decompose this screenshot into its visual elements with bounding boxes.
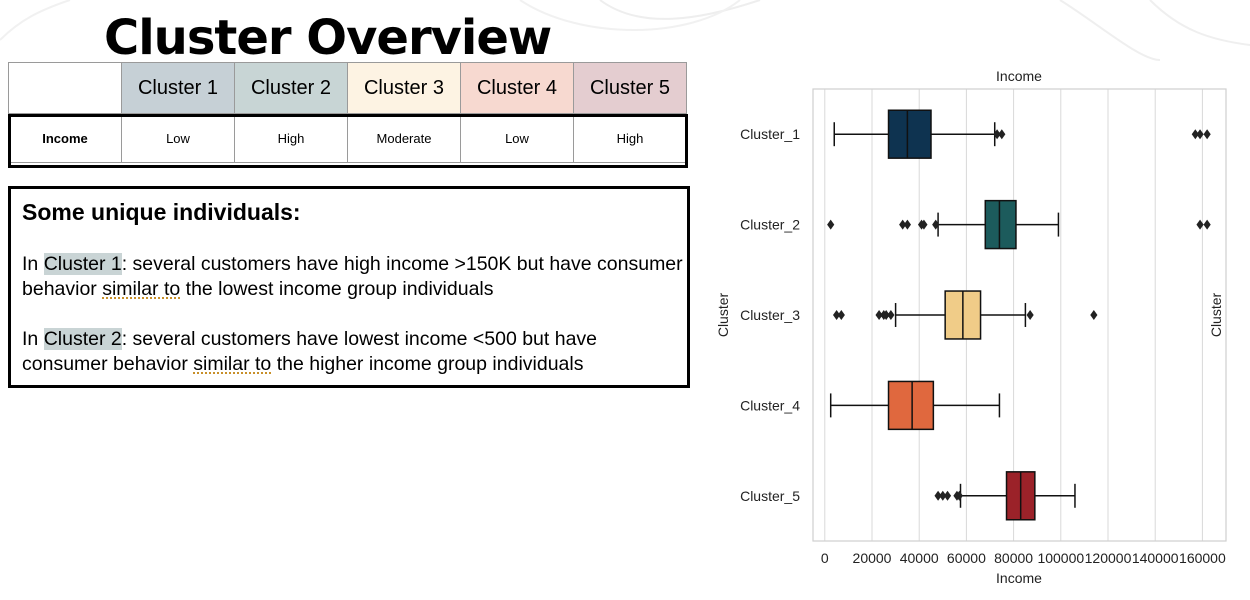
- note-2-suffix: the higher income group individuals: [271, 353, 584, 375]
- x-tick-label: 140000: [1132, 550, 1179, 566]
- box-cluster-5: [934, 471, 1076, 521]
- y-tick-label: Cluster_1: [740, 126, 800, 142]
- outlier-point: [1203, 219, 1211, 230]
- outlier-point: [993, 129, 1001, 140]
- note-2-prefix: In: [22, 328, 44, 350]
- y-tick-label: Cluster_2: [740, 217, 800, 233]
- row-label-income: Income: [8, 113, 122, 163]
- note-1-text: : several customers have high income >15…: [22, 253, 683, 300]
- note-1-cluster-highlight: Cluster 1: [43, 253, 122, 275]
- y-tick-label: Cluster_3: [740, 307, 800, 323]
- note-cluster-1: In Cluster 1: several customers have hig…: [22, 252, 687, 302]
- iqr-box: [887, 109, 932, 159]
- outlier-point: [887, 310, 895, 320]
- x-tick-label: 40000: [900, 550, 939, 566]
- cluster-summary-table: Cluster 1 Cluster 2 Cluster 3 Cluster 4 …: [8, 62, 687, 163]
- x-tick-label: 80000: [994, 550, 1033, 566]
- y-tick-label: Cluster_5: [740, 488, 800, 504]
- income-boxplot-chart: Income Income Cluster Cluster 0 20000 4000…: [715, 68, 1227, 586]
- box-cluster-4: [829, 380, 1001, 431]
- income-value-cluster-3: Moderate: [347, 113, 461, 163]
- iqr-box: [887, 380, 935, 431]
- iqr-box: [984, 199, 1017, 250]
- box-cluster-2: [827, 199, 1211, 250]
- x-tick-label: 60000: [947, 550, 986, 566]
- outlier-point: [899, 219, 907, 230]
- income-value-cluster-1: Low: [121, 113, 235, 163]
- box-cluster-1: [833, 109, 1211, 159]
- y-axis-label: Cluster: [715, 292, 731, 337]
- chart-title: Income: [996, 68, 1042, 84]
- outlier-point: [998, 129, 1006, 140]
- table-corner-cell: [8, 62, 122, 114]
- header-cluster-2: Cluster 2: [234, 62, 348, 114]
- table-header-row: Cluster 1 Cluster 2 Cluster 3 Cluster 4 …: [8, 62, 687, 114]
- outlier-point: [1203, 129, 1211, 140]
- outlier-point: [903, 219, 911, 230]
- header-cluster-4: Cluster 4: [460, 62, 574, 114]
- page-title: Cluster Overview: [104, 10, 552, 66]
- x-tick-label: 160000: [1179, 550, 1226, 566]
- income-value-cluster-5: High: [573, 113, 687, 163]
- note-1-suffix: the lowest income group individuals: [180, 278, 494, 300]
- note-2-text: : several customers have lowest income <…: [22, 328, 598, 375]
- outlier-point: [1196, 219, 1204, 230]
- note-2-cluster-highlight: Cluster 2: [43, 328, 122, 350]
- outlier-point: [827, 219, 835, 230]
- income-value-cluster-4: Low: [460, 113, 574, 163]
- header-cluster-5: Cluster 5: [573, 62, 687, 114]
- header-cluster-1: Cluster 1: [121, 62, 235, 114]
- outlier-point: [939, 490, 947, 501]
- x-tick-label: 100000: [1037, 550, 1084, 566]
- unique-individuals-notes: Some unique individuals: In Cluster 1: s…: [8, 186, 690, 388]
- header-cluster-3: Cluster 3: [347, 62, 461, 114]
- outlier-point: [1026, 310, 1034, 320]
- outlier-point: [1196, 129, 1204, 140]
- outlier-point: [955, 490, 963, 501]
- table-row-income: Income Low High Moderate Low High: [8, 113, 687, 163]
- note-2-emphasis: similar to: [193, 353, 272, 375]
- y-axis-label-right: Cluster: [1208, 292, 1224, 337]
- y-tick-label: Cluster_4: [740, 397, 800, 413]
- x-axis-label: Income: [996, 570, 1042, 586]
- outlier-point: [1090, 310, 1098, 320]
- box-cluster-3: [833, 290, 1098, 340]
- income-value-cluster-2: High: [234, 113, 348, 163]
- note-1-prefix: In: [22, 253, 44, 275]
- note-cluster-2: In Cluster 2: several customers have low…: [22, 327, 687, 377]
- plot-area-frame: [812, 88, 1227, 542]
- outlier-point: [1191, 129, 1199, 140]
- notes-heading: Some unique individuals:: [22, 199, 301, 225]
- x-tick-label: 20000: [853, 550, 892, 566]
- x-tick-label: 120000: [1085, 550, 1132, 566]
- outlier-point: [943, 490, 952, 501]
- x-tick-label: 0: [821, 550, 829, 566]
- note-1-emphasis: similar to: [102, 278, 181, 300]
- outlier-point: [837, 310, 845, 320]
